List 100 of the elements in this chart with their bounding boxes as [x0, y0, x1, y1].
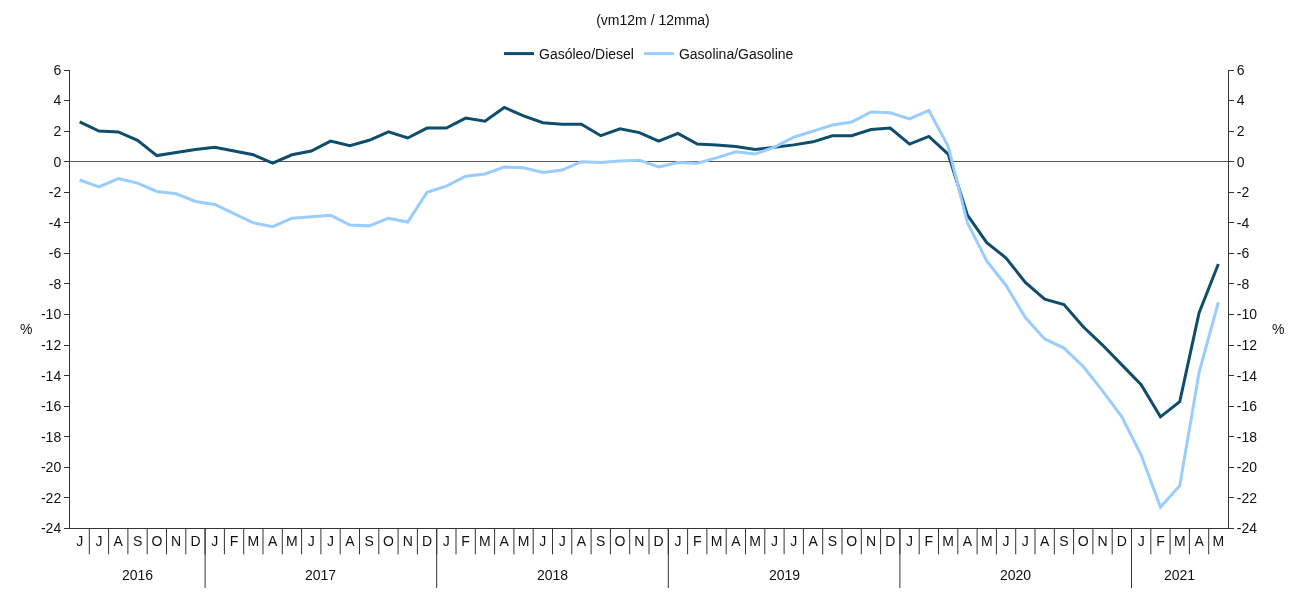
x-tick-label: J — [211, 533, 219, 550]
y-tick-label: -20 — [40, 459, 62, 476]
legend-label: Gasóleo/Diesel — [539, 46, 634, 63]
y2-tick-label: -8 — [1236, 275, 1250, 292]
y2-tick-label: 4 — [1236, 92, 1245, 109]
x-tick-label: A — [962, 533, 973, 550]
x-tick-label: M — [286, 533, 298, 550]
y-tick-label: 6 — [53, 61, 62, 78]
y-tick-label: -2 — [48, 184, 62, 201]
y2-tick-label: 2 — [1236, 123, 1245, 140]
x-tick-label: A — [1039, 533, 1050, 550]
y2-tick-label: -4 — [1236, 214, 1250, 231]
x-tick-label: N — [634, 533, 645, 550]
x-tick-label: N — [865, 533, 877, 550]
y2-axis-title: % — [1272, 321, 1285, 337]
y2-tick-label: -10 — [1236, 306, 1258, 323]
y2-tick-label: -6 — [1236, 245, 1250, 262]
x-tick-label: S — [827, 533, 838, 550]
x-tick-label: J — [307, 533, 315, 550]
x-tick-label: J — [539, 533, 547, 550]
x-tick-label: D — [653, 533, 664, 550]
x-tick-label: J — [770, 533, 778, 550]
x-tick-label: O — [1077, 533, 1089, 550]
y2-tick-label: -14 — [1236, 367, 1258, 384]
y-tick-label: -18 — [40, 428, 62, 445]
x-tick-label: M — [1173, 533, 1186, 550]
x-tick-label: F — [461, 533, 470, 550]
x-tick-label: N — [171, 533, 182, 550]
y2-tick-label: 6 — [1236, 61, 1245, 78]
text: 2018 — [537, 567, 569, 583]
y-tick-label: -16 — [40, 398, 62, 415]
y-tick-label: -6 — [48, 245, 62, 262]
x-tick-label: J — [76, 533, 84, 550]
y2-tick-label: -20 — [1236, 459, 1258, 476]
x-tick-label: S — [364, 533, 374, 550]
x-tick-label: J — [790, 533, 798, 550]
text: 2017 — [305, 567, 337, 583]
x-tick-label: N — [1097, 533, 1108, 550]
y2-tick-label: -16 — [1236, 398, 1258, 415]
x-tick-label: J — [1002, 533, 1010, 550]
legend-label: Gasolina/Gasoline — [678, 46, 794, 63]
x-tick-label: S — [1059, 533, 1069, 550]
x-tick-label: M — [517, 533, 530, 550]
y-axis-title: % — [20, 321, 33, 337]
text: 2016 — [122, 567, 154, 583]
x-tick-label: A — [113, 533, 124, 550]
x-tick-label: D — [190, 533, 201, 550]
x-tick-label: J — [95, 533, 103, 550]
y-tick-label: -24 — [40, 520, 62, 537]
chart-title: (vm12m / 12mma) — [596, 11, 710, 28]
x-tick-label: J — [1021, 533, 1029, 550]
y-tick-label: -12 — [40, 336, 62, 353]
x-tick-label: J — [1137, 533, 1145, 550]
x-tick-label: N — [402, 533, 413, 550]
x-tick-label: M — [479, 533, 491, 550]
text: 2020 — [1000, 567, 1032, 583]
x-tick-label: M — [942, 533, 954, 550]
x-tick-label: M — [980, 533, 993, 550]
y-tick-label: -22 — [40, 489, 62, 506]
x-tick-label: D — [1116, 533, 1127, 550]
x-tick-label: M — [247, 533, 260, 550]
y2-tick-label: -2 — [1236, 184, 1250, 201]
x-tick-label: O — [383, 533, 394, 550]
x-tick-label: J — [558, 533, 566, 550]
y2-tick-label: 0 — [1236, 153, 1245, 170]
y-tick-label: 4 — [53, 92, 62, 109]
x-tick-label: A — [1194, 533, 1205, 550]
x-tick-label: A — [808, 533, 819, 550]
y-tick-label: 0 — [53, 153, 62, 170]
y-tick-label: -10 — [40, 306, 62, 323]
x-tick-label: O — [614, 533, 626, 550]
x-tick-label: F — [924, 533, 934, 550]
text: 2019 — [769, 567, 801, 583]
x-tick-label: D — [885, 533, 896, 550]
x-tick-label: J — [327, 533, 335, 550]
y2-tick-label: -18 — [1236, 428, 1258, 445]
x-tick-label: J — [442, 533, 450, 550]
x-tick-label: S — [596, 533, 606, 550]
line-series — [78, 105, 1220, 419]
y-tick-label: -4 — [48, 214, 62, 231]
y-tick-label: 2 — [53, 123, 62, 140]
y-tick-label: -14 — [40, 367, 62, 384]
y2-tick-label: -22 — [1236, 489, 1258, 506]
x-tick-label: O — [151, 533, 163, 550]
x-tick-label: A — [576, 533, 587, 550]
x-tick-label: M — [749, 533, 761, 550]
line-series — [78, 108, 1220, 509]
x-tick-label: A — [267, 533, 278, 550]
x-tick-label: A — [499, 533, 510, 550]
x-tick-label: F — [692, 533, 702, 550]
x-tick-label: J — [674, 533, 682, 550]
x-tick-label: F — [1156, 533, 1165, 550]
x-tick-label: M — [710, 533, 723, 550]
x-tick-label: O — [846, 533, 858, 550]
x-tick-label: D — [421, 533, 433, 550]
x-tick-label: F — [229, 533, 239, 550]
x-tick-label: M — [1212, 533, 1225, 550]
y2-tick-label: -24 — [1236, 520, 1258, 537]
x-tick-label: A — [345, 533, 356, 550]
y-tick-label: -8 — [48, 275, 62, 292]
